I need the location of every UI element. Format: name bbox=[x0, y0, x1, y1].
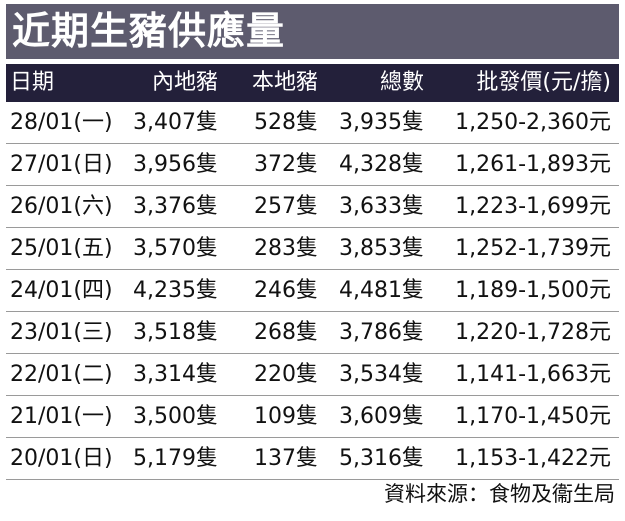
table-row: 25/01(五) 3,570隻 283隻 3,853隻 1,252-1,739元 bbox=[6, 228, 619, 270]
cell-price: 1,261-1,893元 bbox=[455, 152, 611, 177]
cell-price: 1,220-1,728元 bbox=[455, 320, 611, 345]
cell-price: 1,170-1,450元 bbox=[455, 404, 611, 429]
header-price: 批發價(元/擔) bbox=[476, 70, 611, 95]
table-row: 28/01(一) 3,407隻 528隻 3,935隻 1,250-2,360元 bbox=[6, 102, 619, 144]
cell-date: 27/01(日) bbox=[10, 152, 113, 177]
cell-date: 23/01(三) bbox=[10, 320, 113, 345]
cell-mainland: 3,956隻 bbox=[133, 152, 218, 177]
table-row: 22/01(二) 3,314隻 220隻 3,534隻 1,141-1,663元 bbox=[6, 354, 619, 396]
cell-mainland: 4,235隻 bbox=[133, 278, 218, 303]
header-local: 本地豬 bbox=[251, 70, 318, 95]
table-row: 26/01(六) 3,376隻 257隻 3,633隻 1,223-1,699元 bbox=[6, 186, 619, 228]
cell-local: 283隻 bbox=[254, 236, 318, 261]
cell-price: 1,141-1,663元 bbox=[455, 362, 611, 387]
table-body: 28/01(一) 3,407隻 528隻 3,935隻 1,250-2,360元… bbox=[6, 102, 619, 480]
cell-date: 26/01(六) bbox=[10, 194, 113, 219]
table-row: 21/01(一) 3,500隻 109隻 3,609隻 1,170-1,450元 bbox=[6, 396, 619, 438]
cell-local: 268隻 bbox=[254, 320, 318, 345]
cell-price: 1,223-1,699元 bbox=[455, 194, 611, 219]
source-note: 資料來源：食物及衞生局 bbox=[384, 482, 615, 506]
cell-total: 3,633隻 bbox=[339, 194, 424, 219]
cell-mainland: 3,376隻 bbox=[133, 194, 218, 219]
cell-date: 20/01(日) bbox=[10, 446, 113, 471]
cell-total: 3,609隻 bbox=[339, 404, 424, 429]
table-row: 27/01(日) 3,956隻 372隻 4,328隻 1,261-1,893元 bbox=[6, 144, 619, 186]
cell-date: 24/01(四) bbox=[10, 278, 113, 303]
table-row: 20/01(日) 5,179隻 137隻 5,316隻 1,153-1,422元 bbox=[6, 438, 619, 480]
header-mainland: 內地豬 bbox=[151, 70, 218, 95]
cell-price: 1,189-1,500元 bbox=[455, 278, 611, 303]
cell-local: 528隻 bbox=[254, 110, 318, 135]
cell-date: 28/01(一) bbox=[10, 110, 113, 135]
cell-date: 21/01(一) bbox=[10, 404, 113, 429]
cell-date: 22/01(二) bbox=[10, 362, 113, 387]
header-row: 日期 內地豬 本地豬 總數 批發價(元/擔) bbox=[6, 64, 619, 102]
cell-price: 1,153-1,422元 bbox=[455, 446, 611, 471]
cell-total: 3,935隻 bbox=[339, 110, 424, 135]
cell-total: 3,786隻 bbox=[339, 320, 424, 345]
cell-mainland: 3,407隻 bbox=[133, 110, 218, 135]
cell-local: 109隻 bbox=[254, 404, 318, 429]
cell-total: 3,853隻 bbox=[339, 236, 424, 261]
cell-total: 3,534隻 bbox=[339, 362, 424, 387]
cell-total: 4,328隻 bbox=[339, 152, 424, 177]
cell-mainland: 3,518隻 bbox=[133, 320, 218, 345]
header-date: 日期 bbox=[10, 70, 55, 95]
cell-local: 257隻 bbox=[254, 194, 318, 219]
cell-mainland: 3,314隻 bbox=[133, 362, 218, 387]
cell-mainland: 5,179隻 bbox=[133, 446, 218, 471]
cell-local: 372隻 bbox=[254, 152, 318, 177]
table-row: 23/01(三) 3,518隻 268隻 3,786隻 1,220-1,728元 bbox=[6, 312, 619, 354]
cell-price: 1,250-2,360元 bbox=[455, 110, 611, 135]
cell-local: 246隻 bbox=[254, 278, 318, 303]
cell-local: 137隻 bbox=[254, 446, 318, 471]
header-total: 總數 bbox=[379, 70, 424, 95]
cell-date: 25/01(五) bbox=[10, 236, 113, 261]
cell-price: 1,252-1,739元 bbox=[455, 236, 611, 261]
cell-total: 4,481隻 bbox=[339, 278, 424, 303]
cell-mainland: 3,570隻 bbox=[133, 236, 218, 261]
cell-local: 220隻 bbox=[254, 362, 318, 387]
cell-total: 5,316隻 bbox=[339, 446, 424, 471]
cell-mainland: 3,500隻 bbox=[133, 404, 218, 429]
table-row: 24/01(四) 4,235隻 246隻 4,481隻 1,189-1,500元 bbox=[6, 270, 619, 312]
table-title: 近期生豬供應量 bbox=[6, 4, 619, 59]
